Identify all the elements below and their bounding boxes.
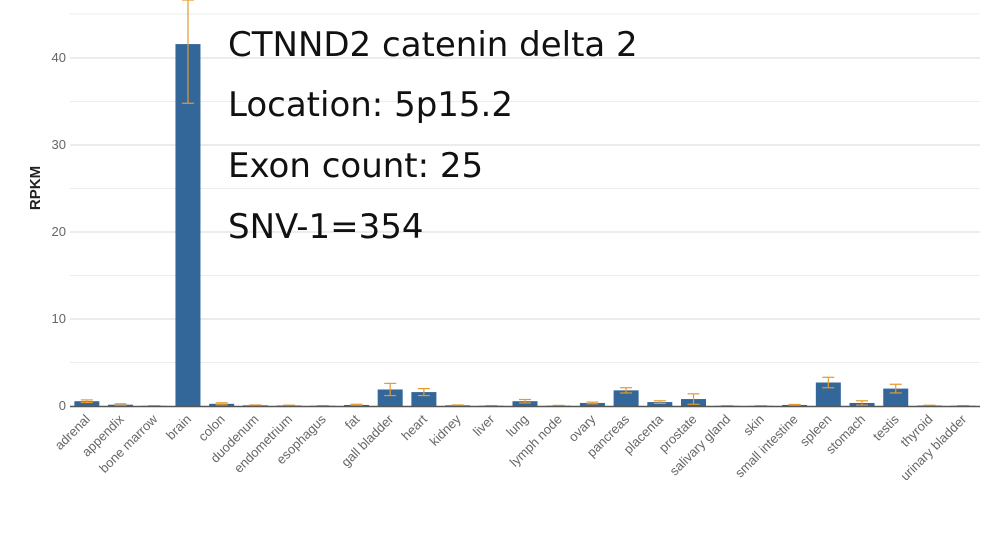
bar-brain	[175, 44, 201, 406]
error-bar-prostate	[687, 393, 700, 405]
grid-lines	[70, 13, 980, 363]
error-bar-spleen	[822, 376, 835, 389]
bar-placenta	[647, 402, 673, 406]
error-bar-stomach	[856, 400, 869, 406]
error-bar-duodenum	[249, 404, 262, 407]
x-tick-label: fat	[342, 411, 363, 432]
error-bar-ovary	[586, 401, 599, 405]
y-tick-label: 10	[52, 311, 66, 326]
bar-ovary	[579, 402, 605, 406]
bar-adrenal	[74, 401, 100, 406]
x-tick-label: lung	[503, 412, 531, 440]
y-tick-label: 20	[52, 224, 66, 239]
error-bar-appendix	[114, 403, 127, 407]
bar-heart	[411, 392, 437, 406]
exon-count-annotation: Exon count: 25	[228, 146, 483, 186]
error-bar-testis	[889, 383, 902, 394]
x-tick-label: kidney	[427, 411, 465, 449]
error-bar-kidney	[451, 404, 464, 407]
gene-annotations: CTNND2 catenin delta 2 Location: 5p15.2 …	[228, 25, 638, 247]
y-tick-label: 0	[59, 398, 66, 413]
y-tick-label: 30	[52, 137, 66, 152]
error-bar-heart	[417, 388, 430, 397]
x-tick-label: skin	[740, 412, 767, 439]
x-tick-label: brain	[163, 412, 194, 443]
error-bar-brain	[181, 0, 194, 104]
snv-annotation: SNV-1=354	[228, 207, 424, 247]
x-tick-label: liver	[470, 411, 498, 439]
error-bar-fat	[350, 403, 363, 407]
bar-spleen	[815, 382, 841, 406]
error-bar-lung	[519, 398, 531, 404]
bar-pancreas	[613, 390, 639, 406]
error-bar-endometrium	[283, 404, 296, 407]
y-axis-label: RPKM	[27, 166, 44, 210]
error-bar-gall-bladder	[384, 382, 397, 397]
error-bar-adrenal	[80, 399, 93, 404]
bars	[74, 44, 976, 407]
bar-testis	[883, 388, 909, 406]
bar-lung	[512, 401, 538, 406]
error-bar-placenta	[653, 400, 666, 404]
error-bar-small-intestine	[788, 403, 801, 407]
bar-gall-bladder	[377, 389, 403, 406]
location-annotation: Location: 5p15.2	[228, 85, 513, 125]
y-tick-label: 40	[52, 50, 66, 65]
error-bar-pancreas	[620, 387, 633, 394]
error-bar-thyroid	[923, 404, 936, 407]
error-bar-colon	[215, 402, 228, 406]
gene-title-annotation: CTNND2 catenin delta 2	[228, 25, 638, 65]
